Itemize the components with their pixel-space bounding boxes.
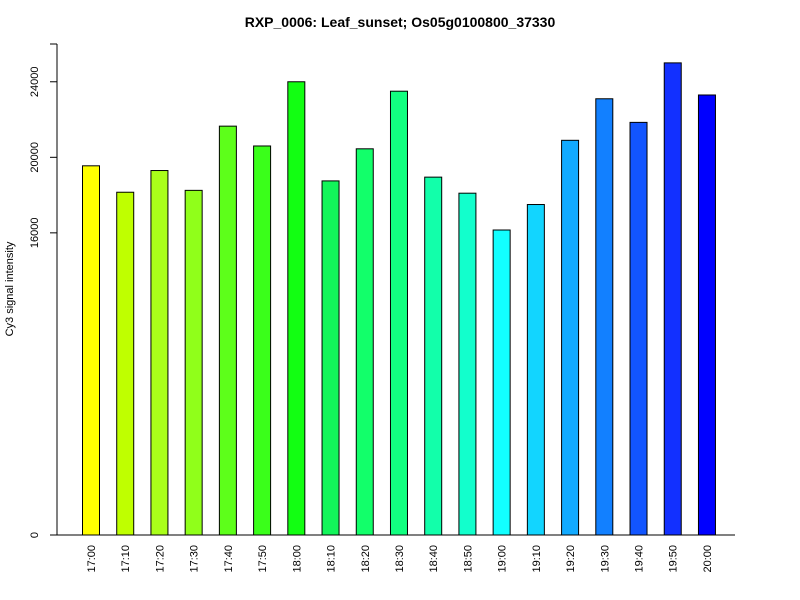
bar-18:20 <box>355 148 374 536</box>
bars-group <box>82 62 716 536</box>
x-tick-label: 18:10 <box>326 545 338 573</box>
x-tick-label: 19:20 <box>565 545 577 573</box>
x-tick-label: 19:30 <box>599 545 611 573</box>
x-tick-label: 17:50 <box>257 545 269 573</box>
x-tick-label: 19:50 <box>668 545 680 573</box>
y-axis: 0 16000 20000 24000 <box>29 43 58 538</box>
x-tick-label: 19:00 <box>497 545 509 573</box>
x-tick-label: 18:20 <box>360 545 372 573</box>
bar-17:00 <box>82 165 100 536</box>
x-tick-label: 17:20 <box>154 545 166 573</box>
x-tick-label: 17:40 <box>223 545 235 573</box>
x-tick-label: 17:00 <box>86 545 98 573</box>
bar-19:00 <box>492 229 511 536</box>
y-tick-label: 20000 <box>29 142 41 173</box>
x-tick-label: 20:00 <box>702 545 714 573</box>
x-tick-label: 17:30 <box>189 545 201 573</box>
x-tick-label: 18:30 <box>394 545 406 573</box>
y-axis-label: Cy3 signal intensity <box>4 241 16 336</box>
y-tick-label: 16000 <box>29 218 41 249</box>
bar-17:30 <box>184 189 203 536</box>
bar-18:00 <box>287 81 306 536</box>
bar-17:10 <box>116 191 135 536</box>
bar-18:30 <box>389 90 408 536</box>
bar-19:10 <box>526 204 545 536</box>
x-tick-label: 19:40 <box>634 545 646 573</box>
y-tick-label: 24000 <box>29 66 41 97</box>
bar-20:00 <box>697 94 716 536</box>
x-tick-label: 17:10 <box>120 545 132 573</box>
y-tick-label: 0 <box>29 532 41 538</box>
bar-19:50 <box>663 62 682 536</box>
bar-17:50 <box>253 145 272 536</box>
bar-17:40 <box>218 125 237 536</box>
x-tick-label: 19:10 <box>531 545 543 573</box>
x-tick-label: 18:50 <box>462 545 474 573</box>
bar-18:40 <box>424 176 443 536</box>
x-tick-label: 18:40 <box>428 545 440 573</box>
bar-17:20 <box>150 170 169 536</box>
bar-19:40 <box>629 121 648 536</box>
chart-title: RXP_0006: Leaf_sunset; Os05g0100800_3733… <box>245 14 556 30</box>
x-axis: 17:00 17:10 17:20 17:30 17:40 17:50 18:00 18:10… <box>57 534 735 573</box>
bar-19:30 <box>595 98 614 536</box>
x-tick-label: 18:00 <box>291 545 303 573</box>
bar-18:10 <box>321 180 340 536</box>
bar-18:50 <box>458 192 477 536</box>
bar-19:20 <box>561 139 580 536</box>
